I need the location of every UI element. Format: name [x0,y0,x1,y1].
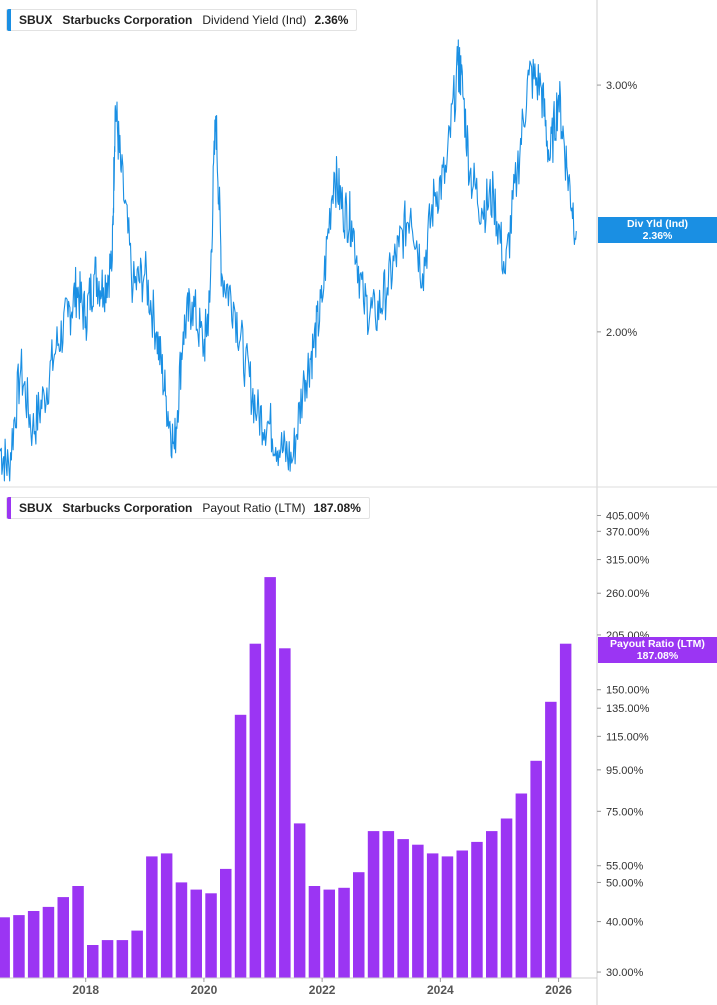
legend-metric: Dividend Yield (Ind) [202,13,307,27]
payout-ratio-axis: 30.00% 40.00% 50.00% 55.00% 75.00% 95.00% 115.… [597,510,650,979]
legend-company: Starbucks Corporation [62,13,193,27]
payout-ratio-bar-series [0,577,572,978]
payout-ratio-bar [160,853,173,978]
payout-ratio-bar [323,889,335,978]
payout-ratio-bar [87,945,99,978]
payout-ratio-bar [308,886,321,978]
payout-ratio-bar [42,906,55,978]
legend-metric: Payout Ratio (LTM) [202,501,306,515]
payout-ratio-bar [220,868,232,978]
payout-ratio-bar [27,911,40,978]
payout-ratio-bar [234,714,247,978]
payout-ratio-bar [515,793,528,978]
payout-ratio-bar [338,887,350,978]
payout-ratio-bar [205,893,217,978]
payout-ratio-bar [249,643,262,978]
payout-ratio-bar [72,886,84,978]
legend-company: Starbucks Corporation [62,501,193,515]
y-tick-label: 40.00% [606,917,644,929]
x-tick-label: 2026 [545,983,572,997]
payout-ratio-bar [146,856,158,978]
legend-ticker: SBUX [19,13,53,27]
legend-value: 2.36% [314,13,349,27]
x-tick-label: 2022 [309,983,336,997]
dividend-yield-end-label: Div Yld (Ind) 2.36% [598,217,717,244]
payout-ratio-bar [131,930,143,978]
y-tick-label: 370.00% [606,526,650,538]
y-tick-label: 150.00% [606,685,650,697]
payout-ratio-bar [530,760,542,978]
x-tick-label: 2020 [191,983,218,997]
payout-ratio-bar [412,844,424,978]
end-label-title: Payout Ratio (LTM) [610,637,705,650]
payout-ratio-bar [0,917,10,978]
x-axis: 2018 2020 2022 2024 2026 [0,977,597,997]
y-tick-label: 75.00% [606,806,644,818]
dividend-yield-line [0,39,577,482]
payout-ratio-bar [471,841,483,978]
y-tick-label: 115.00% [606,731,649,743]
payout-ratio-end-label: Payout Ratio (LTM) 187.08% [598,636,717,663]
payout-ratio-bar [353,872,365,978]
payout-ratio-bar [382,831,395,978]
payout-ratio-bar [426,853,439,978]
y-tick-label: 55.00% [606,861,644,873]
end-label-value: 2.36% [642,230,673,243]
y-tick-label: 405.00% [606,510,650,522]
y-tick-label: 2.00% [606,327,637,339]
payout-ratio-bar [175,882,188,978]
end-label-title: Div Yld (Ind) [626,218,689,231]
payout-ratio-bar [559,643,572,978]
end-label-value: 187.08% [636,649,679,662]
payout-ratio-bar [190,889,202,978]
payout-ratio-bar [279,648,291,978]
legend-value: 187.08% [313,501,361,515]
payout-ratio-bar [57,897,69,978]
x-tick-label: 2018 [72,983,99,997]
legend-swatch [7,497,11,519]
payout-ratio-bar [456,850,468,978]
payout-ratio-bar [367,831,380,978]
payout-ratio-bar [545,701,557,978]
y-tick-label: 95.00% [606,765,644,777]
legend-swatch [7,9,11,31]
y-tick-label: 3.00% [606,80,637,92]
dividend-yield-legend[interactable]: SBUX Starbucks Corporation Dividend Yiel… [6,9,358,31]
payout-ratio-bar [441,856,454,978]
payout-ratio-bar [500,818,513,978]
y-tick-label: 315.00% [606,555,650,567]
y-tick-label: 135.00% [606,703,650,715]
legend-ticker: SBUX [19,501,53,515]
payout-ratio-bar [397,839,409,978]
payout-ratio-bar [13,915,25,978]
payout-ratio-bar [486,831,498,978]
y-tick-label: 50.00% [606,877,644,889]
y-tick-label: 260.00% [606,588,650,600]
payout-ratio-bar [101,940,114,978]
payout-ratio-bar [293,823,306,978]
y-tick-label: 30.00% [606,967,644,979]
x-tick-label: 2024 [427,983,454,997]
payout-ratio-bar [116,940,129,978]
payout-ratio-legend[interactable]: SBUX Starbucks Corporation Payout Ratio … [6,497,370,519]
payout-ratio-bar [264,577,276,978]
dividend-yield-line-series [0,39,577,482]
